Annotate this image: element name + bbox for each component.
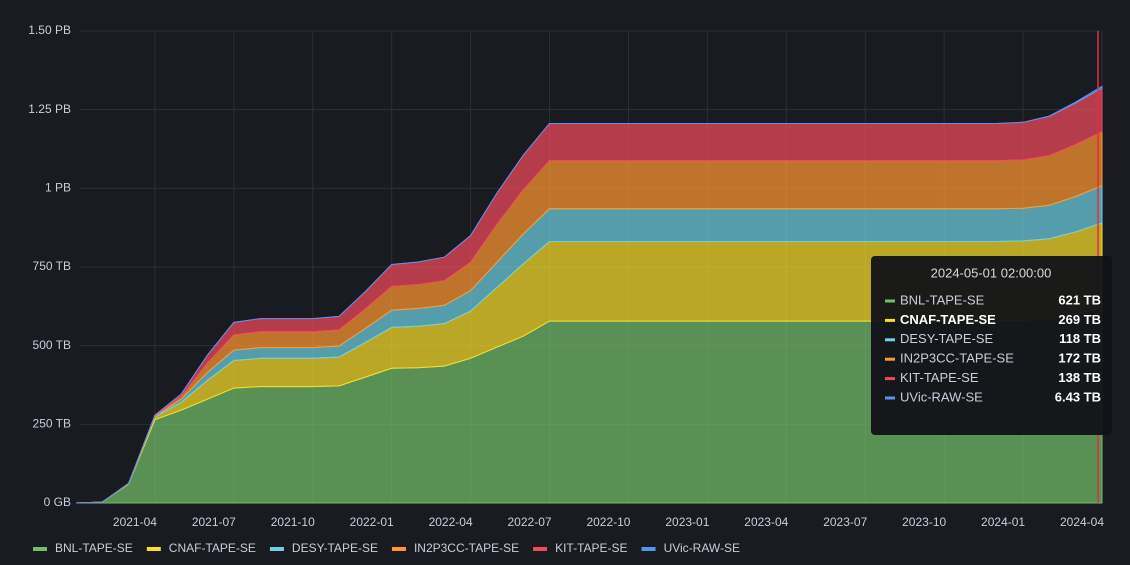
y-tick-label: 0 GB [44, 495, 71, 509]
tooltip-name: DESY-TAPE-SE [900, 331, 994, 346]
legend-label: CNAF-TAPE-SE [169, 541, 256, 555]
x-tick-label: 2022-01 [350, 515, 394, 529]
tooltip-name: KIT-TAPE-SE [900, 370, 979, 385]
x-tick-label: 2023-01 [665, 515, 709, 529]
y-tick-label: 1 PB [45, 181, 71, 195]
x-tick-label: 2024-01 [981, 515, 1025, 529]
tooltip-swatch [885, 396, 895, 400]
legend-swatch [33, 547, 47, 551]
tooltip-value: 172 TB [1058, 351, 1101, 366]
y-tick-label: 500 TB [33, 338, 71, 352]
x-tick-label: 2022-07 [508, 515, 552, 529]
legend-label: IN2P3CC-TAPE-SE [414, 541, 519, 555]
legend-swatch [533, 547, 548, 551]
legend-swatch [269, 547, 284, 551]
tooltip-value: 621 TB [1058, 292, 1101, 307]
area [75, 85, 1103, 504]
x-tick-label: 2024-04 [1060, 515, 1104, 529]
tooltip-name: IN2P3CC-TAPE-SE [900, 351, 1014, 366]
legend-swatch [391, 547, 406, 551]
tooltip-name: CNAF-TAPE-SE [900, 312, 996, 327]
x-tick-label: 2021-04 [113, 515, 157, 529]
x-tick-label: 2023-07 [823, 515, 867, 529]
tooltip-name: BNL-TAPE-SE [900, 292, 985, 307]
legend-swatch [641, 547, 656, 551]
legend-swatch [146, 547, 161, 551]
legend-label: DESY-TAPE-SE [292, 541, 378, 555]
tooltip-value: 138 TB [1058, 370, 1101, 385]
tooltip-swatch [885, 318, 895, 322]
x-tick-label: 2023-04 [744, 515, 788, 529]
y-tick-label: 1.25 PB [28, 102, 71, 116]
legend-label: BNL-TAPE-SE [55, 541, 133, 555]
tooltip-value: 269 TB [1058, 312, 1101, 327]
tooltip [871, 256, 1112, 435]
tooltip-swatch [885, 299, 895, 303]
x-tick-label: 2022-04 [429, 515, 473, 529]
y-tick-label: 250 TB [33, 417, 71, 431]
legend-label: UVic-RAW-SE [664, 541, 740, 555]
tooltip-title: 2024-05-01 02:00:00 [931, 265, 1052, 280]
tooltip-value: 6.43 TB [1055, 389, 1101, 404]
y-tick-label: 750 TB [33, 259, 71, 273]
tooltip-swatch [885, 357, 895, 361]
tooltip-swatch [885, 338, 895, 342]
x-tick-label: 2021-10 [271, 515, 315, 529]
legend-label: KIT-TAPE-SE [555, 541, 627, 555]
tooltip-name: UVic-RAW-SE [900, 389, 983, 404]
y-tick-label: 1.50 PB [28, 23, 71, 37]
x-tick-label: 2023-10 [902, 515, 946, 529]
x-tick-label: 2021-07 [192, 515, 236, 529]
x-tick-label: 2022-10 [586, 515, 630, 529]
tooltip-swatch [885, 377, 895, 381]
tooltip-value: 118 TB [1059, 331, 1101, 346]
